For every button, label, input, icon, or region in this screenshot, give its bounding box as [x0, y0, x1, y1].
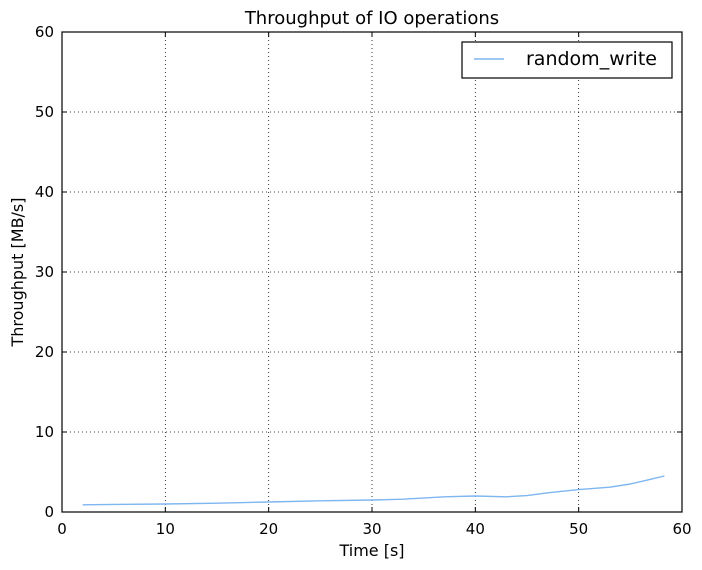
ticks: 0 10 20 30 40 50 60 0 10 20 30 40 50 60: [35, 23, 692, 538]
x-axis-label: Time [s]: [338, 541, 404, 560]
x-tick-label: 50: [569, 520, 588, 538]
x-tick-label: 0: [57, 520, 67, 538]
x-tick-label: 40: [466, 520, 485, 538]
y-tick-label: 0: [44, 503, 54, 521]
x-tick-label: 30: [362, 520, 381, 538]
y-tick-label: 40: [35, 183, 54, 201]
y-tick-label: 50: [35, 103, 54, 121]
series-line-random-write: [82, 475, 665, 506]
legend-label-random-write: random_write: [526, 48, 657, 70]
legend-box: [461, 41, 673, 79]
y-tick-label: 10: [35, 423, 54, 441]
legend: random_write: [461, 41, 673, 79]
y-tick-label: 20: [35, 343, 54, 361]
chart-title: Throughput of IO operations: [244, 8, 499, 29]
series-layer: [82, 475, 665, 506]
y-tick-label: 60: [35, 23, 54, 41]
y-tick-label: 30: [35, 263, 54, 281]
x-tick-label: 60: [672, 520, 691, 538]
x-tick-label: 10: [156, 520, 175, 538]
grid-lines: [62, 32, 682, 512]
y-axis-label: Throughput [MB/s]: [8, 197, 27, 347]
x-tick-label: 20: [259, 520, 278, 538]
